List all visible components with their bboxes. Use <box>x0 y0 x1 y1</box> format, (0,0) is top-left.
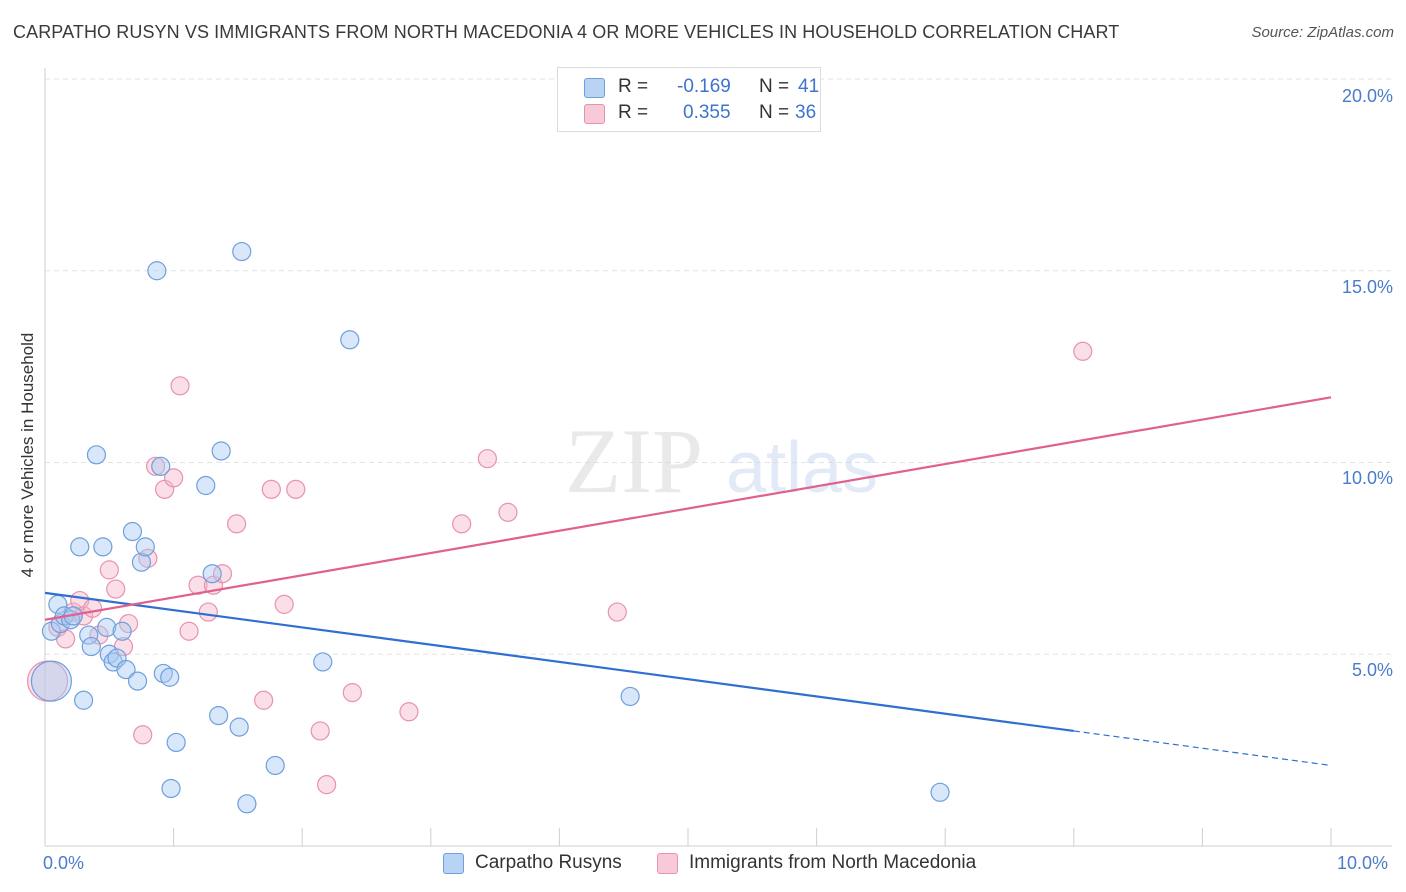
data-point-carpatho <box>209 706 229 726</box>
data-point-immigrants <box>106 579 126 599</box>
y-tick-10: 10.0% <box>1341 468 1393 488</box>
bottom-legend-swatch-blue <box>443 853 464 874</box>
data-point-carpatho <box>147 261 167 281</box>
y-tick-5: 5.0% <box>1351 660 1393 680</box>
legend-n-value: 41 <box>798 76 820 97</box>
data-point-carpatho <box>161 778 181 799</box>
data-point-carpatho <box>232 241 252 262</box>
data-point-carpatho <box>202 564 222 584</box>
data-point-carpatho <box>211 441 231 461</box>
data-point-carpatho <box>93 537 113 557</box>
legend-r-value: -0.169 <box>677 76 731 97</box>
data-point-immigrants <box>607 602 627 622</box>
data-point-immigrants <box>179 621 199 641</box>
trend-line-carpatho-extension <box>1073 730 1332 767</box>
data-point-carpatho <box>166 732 186 753</box>
data-point-carpatho <box>196 475 216 496</box>
data-point-immigrants <box>317 775 337 795</box>
data-point-carpatho <box>313 652 333 672</box>
data-point-carpatho <box>237 794 257 814</box>
data-point-carpatho <box>930 782 950 802</box>
data-point-immigrants <box>1073 341 1093 361</box>
data-point-immigrants <box>170 376 190 396</box>
data-point-carpatho <box>131 552 152 572</box>
y-axis-label: 4 or more Vehicles in Household <box>18 332 37 578</box>
data-point-carpatho <box>229 717 249 737</box>
legend-swatch-blue <box>584 78 605 98</box>
data-point-immigrants <box>82 598 103 618</box>
data-point-carpatho <box>81 636 101 657</box>
data-point-carpatho <box>122 521 143 542</box>
data-point-carpatho <box>340 330 360 350</box>
bottom-legend-swatch-pink <box>657 853 678 874</box>
series-immigrants-points <box>26 341 1093 795</box>
data-point-immigrants <box>261 479 281 499</box>
watermark: ZIP atlas <box>565 410 878 512</box>
legend-r-label: R = <box>618 102 649 123</box>
data-point-carpatho <box>79 625 99 645</box>
data-point-carpatho <box>160 667 180 687</box>
data-point-immigrants <box>164 468 184 488</box>
data-point-carpatho <box>30 660 73 702</box>
y-tick-20: 20.0% <box>1341 86 1393 106</box>
legend-r-value: 0.355 <box>683 102 731 123</box>
data-point-carpatho <box>620 686 640 707</box>
legend-n-label: N = <box>759 76 790 97</box>
data-point-carpatho <box>151 456 171 476</box>
legend: R = -0.169 N = 41 R = 0.355 N = 36 <box>557 67 821 132</box>
data-point-immigrants <box>477 449 497 469</box>
data-point-immigrants <box>254 690 274 710</box>
legend-n-value: 36 <box>795 102 817 123</box>
trend-lines <box>44 396 1332 767</box>
legend-swatch-pink <box>584 104 605 124</box>
watermark-zip: ZIP <box>565 410 703 512</box>
data-point-immigrants <box>212 564 233 584</box>
data-point-carpatho <box>127 671 148 691</box>
bottom-legend-label: Carpatho Rusyns <box>475 852 622 873</box>
x-tick-0: 0.0% <box>43 853 85 873</box>
data-point-immigrants <box>99 560 119 580</box>
legend-r-label: R = <box>618 76 649 97</box>
data-point-immigrants <box>145 456 166 476</box>
data-point-immigrants <box>310 721 330 741</box>
data-point-carpatho <box>112 621 132 641</box>
data-point-immigrants <box>498 502 518 522</box>
data-point-immigrants <box>452 514 472 534</box>
series-carpatho-points <box>30 241 950 814</box>
x-tick-10: 10.0% <box>1337 853 1389 873</box>
data-point-immigrants <box>89 625 109 645</box>
data-point-carpatho <box>97 617 117 638</box>
data-point-carpatho <box>73 690 94 710</box>
data-point-immigrants <box>286 479 306 499</box>
data-point-carpatho <box>265 755 285 776</box>
chart-title: CARPATHO RUSYN VS IMMIGRANTS FROM NORTH … <box>13 22 1120 42</box>
trend-line-carpatho <box>44 591 1074 733</box>
data-point-immigrants <box>133 725 153 745</box>
data-point-immigrants <box>274 594 294 614</box>
trend-line-immigrants <box>44 396 1332 621</box>
data-point-immigrants <box>198 602 218 622</box>
data-point-immigrants <box>227 514 247 534</box>
grid-lines <box>45 78 1392 655</box>
data-point-carpatho <box>70 537 90 557</box>
data-point-immigrants <box>399 702 419 722</box>
source-label: Source: ZipAtlas.com <box>1251 24 1394 41</box>
data-point-carpatho <box>86 445 107 465</box>
legend-n-label: N = <box>759 102 790 123</box>
axes <box>44 68 1392 847</box>
data-point-carpatho <box>135 537 155 557</box>
watermark-atlas: atlas <box>726 428 878 508</box>
data-point-carpatho <box>116 659 136 680</box>
data-point-immigrants <box>118 613 139 634</box>
data-point-immigrants <box>342 682 362 703</box>
y-tick-15: 15.0% <box>1341 277 1393 297</box>
bottom-legend-label: Immigrants from North Macedonia <box>689 852 977 873</box>
